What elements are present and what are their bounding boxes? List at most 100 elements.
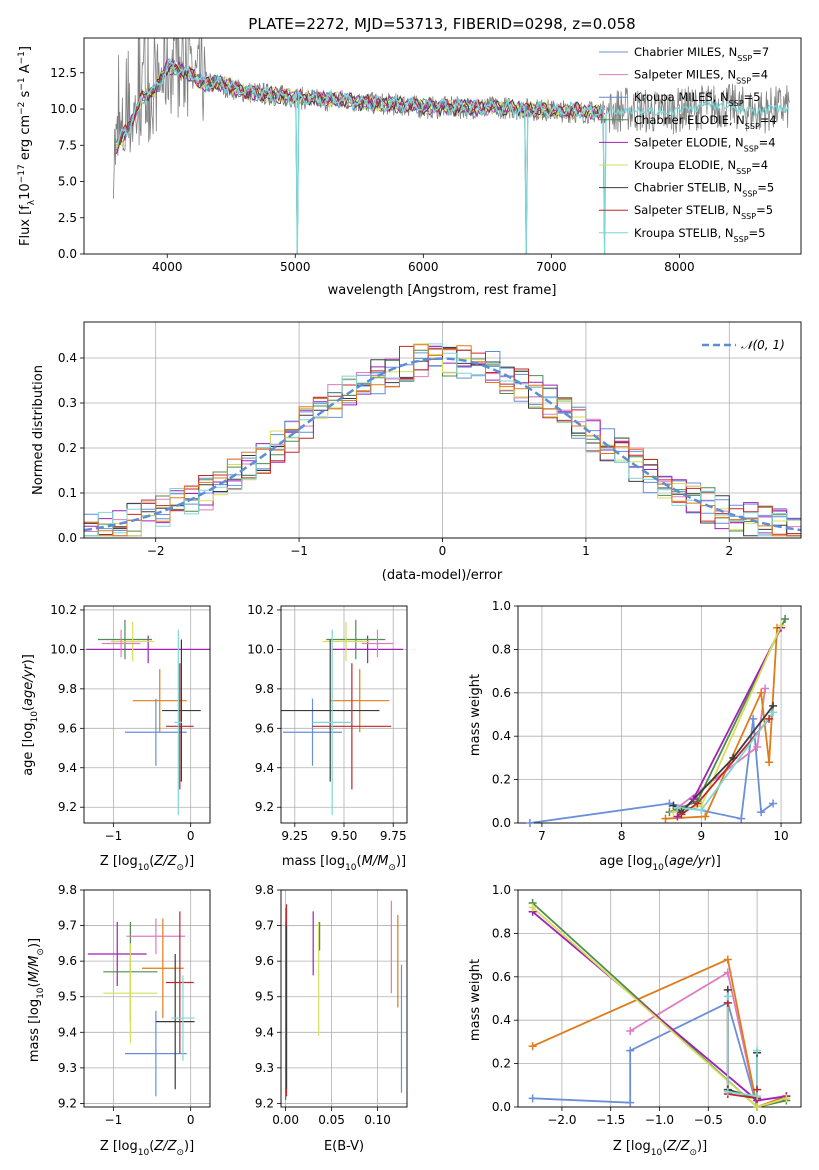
plot-area — [284, 900, 403, 1100]
mass-weight-marker — [673, 803, 682, 812]
model-spectrum-line — [115, 63, 606, 254]
legend-label: Kroupa STELIB, NSSP=5 — [634, 226, 765, 244]
y-tick-label: 9.3 — [255, 1061, 274, 1075]
mass-weight-line — [529, 718, 774, 823]
x-tick-label: 2 — [725, 544, 733, 558]
axes-frame — [83, 605, 211, 824]
plot-area — [87, 911, 195, 1097]
y-tick-label: 9.6 — [58, 721, 77, 735]
y-tick-label: 9.2 — [255, 1096, 274, 1110]
mass-weight-line — [531, 902, 787, 1107]
mass-weight-marker — [781, 615, 790, 624]
x-tick-label: 0 — [187, 829, 195, 843]
y-tick-label: 9.4 — [255, 761, 274, 775]
mass-weight-marker — [761, 684, 770, 693]
age-z-xlabel: Z [log10(Z/Z⊙)] — [100, 854, 194, 873]
mass-vs-ebv-panel: 0.00 0.05 0.10 9.2 9.3 9.4 9.5 9.6 9.7 9.8 — [255, 883, 408, 1127]
x-tick-label: −2.0 — [547, 1113, 576, 1127]
mw-age-ylabel: mass weight — [468, 674, 483, 756]
mass-weight-marker — [528, 1042, 537, 1051]
axes-frame — [83, 889, 211, 1108]
mass-weight-marker — [753, 1092, 762, 1101]
mass-weight-marker — [626, 1098, 635, 1107]
y-tick-label: 9.7 — [58, 919, 77, 933]
y-tick-label: 9.5 — [58, 990, 77, 1004]
y-tick-label: 9.2 — [58, 1096, 77, 1110]
y-tick-label: 9.6 — [255, 721, 274, 735]
x-tick-label: 4000 — [152, 260, 183, 274]
mass-weight-marker — [782, 1094, 791, 1103]
y-tick-label: 9.6 — [58, 954, 77, 968]
mass-z-xlabel: Z [log10(Z/Z⊙)] — [100, 1139, 194, 1158]
mass-weight-marker — [769, 708, 778, 717]
spectrum-legend: Chabrier MILES, NSSP=7 Salpeter MILES, NS… — [599, 45, 777, 243]
mass-weight-marker — [769, 799, 778, 808]
age-vs-metallicity-panel: −1 0 9.2 9.4 9.6 9.8 10.0 10.2 — [50, 603, 211, 843]
residual-histogram-step — [84, 343, 801, 537]
y-tick-label: 0.8 — [492, 926, 511, 940]
y-tick-label: 0.0 — [492, 1100, 511, 1114]
model-spectrum-line — [115, 60, 606, 254]
y-tick-label: 2.5 — [58, 211, 77, 225]
axes-frame — [517, 605, 802, 824]
mass-weight-line — [677, 711, 774, 811]
legend-label: Salpeter MILES, NSSP=4 — [634, 68, 768, 86]
y-tick-label: 12.5 — [50, 66, 77, 80]
model-spectrum-line — [115, 63, 606, 151]
y-tick-label: 9.8 — [255, 682, 274, 696]
massweight-vs-age-panel: 7 8 9 10 0.0 0.2 0.4 0.6 0.8 1.0 — [492, 599, 802, 843]
axes-frame — [83, 37, 802, 255]
x-tick-label: −1 — [105, 1113, 123, 1127]
y-tick-label: 9.6 — [255, 954, 274, 968]
mass-weight-marker — [626, 1027, 635, 1036]
age-vs-mass-panel: 9.25 9.50 9.75 9.2 9.4 9.6 9.8 10.0 10.2 — [247, 603, 408, 843]
x-tick-label: −1 — [290, 544, 308, 558]
plot-area — [113, 38, 790, 254]
x-tick-label: −0.5 — [694, 1113, 723, 1127]
mw-age-xlabel: age [log10(age/yr)] — [599, 854, 721, 873]
x-tick-label: 10 — [773, 829, 788, 843]
legend-label: Salpeter STELIB, NSSP=5 — [634, 203, 773, 221]
y-tick-label: 0.2 — [58, 441, 77, 455]
y-tick-label: 5.0 — [58, 175, 77, 189]
x-tick-label: 9.25 — [281, 829, 308, 843]
plot-area — [281, 619, 404, 816]
y-tick-label: 9.2 — [58, 800, 77, 814]
massweight-vs-metallicity-panel: −2.0 −1.5 −1.0 −0.5 0.0 0.0 0.2 0.4 0.6 0.8 1.0 — [492, 883, 802, 1127]
legend-label: Salpeter ELODIE, NSSP=4 — [634, 135, 776, 153]
model-spectrum-line — [115, 58, 790, 254]
mass-weight-marker — [697, 805, 706, 814]
x-tick-label: 9.50 — [331, 829, 358, 843]
y-tick-label: 9.8 — [58, 682, 77, 696]
y-tick-label: 0.4 — [492, 1013, 511, 1027]
x-tick-label: 0.05 — [318, 1113, 345, 1127]
x-tick-label: 8 — [618, 829, 626, 843]
model-spectrum-line — [115, 59, 606, 254]
axes-frame — [280, 889, 408, 1108]
x-tick-label: 6000 — [408, 260, 439, 274]
legend-label: Chabrier MILES, NSSP=7 — [634, 45, 769, 63]
residual-ylabel: Normed distribution — [31, 365, 46, 495]
y-tick-label: 10.0 — [50, 642, 77, 656]
mass-weight-marker — [525, 819, 534, 827]
mass-weight-marker — [757, 688, 766, 697]
y-tick-label: 9.4 — [58, 761, 77, 775]
residual-histogram-step — [84, 344, 801, 537]
x-tick-label: 9.75 — [380, 829, 407, 843]
mass-weight-line — [669, 618, 786, 813]
y-tick-label: 9.4 — [58, 1025, 77, 1039]
mass-vs-metallicity-panel: −1 0 9.2 9.3 9.4 9.5 9.6 9.7 9.8 — [58, 883, 211, 1127]
mass-weight-marker — [765, 714, 774, 723]
y-tick-label: 9.7 — [255, 919, 274, 933]
mass-weight-line — [532, 1001, 758, 1107]
x-tick-label: 0 — [439, 544, 447, 558]
mass-ebv-xlabel: E(B-V) — [324, 1139, 364, 1154]
mass-weight-marker — [753, 743, 762, 752]
y-tick-label: 1.0 — [492, 883, 511, 897]
x-tick-label: 8000 — [664, 260, 695, 274]
mass-weight-line — [532, 958, 787, 1107]
y-tick-label: 1.0 — [492, 599, 511, 613]
x-tick-label: 9 — [698, 829, 706, 843]
chart-title: PLATE=2272, MJD=53713, FIBERID=0298, z=0… — [248, 15, 635, 33]
y-tick-label: 0.0 — [492, 816, 511, 830]
